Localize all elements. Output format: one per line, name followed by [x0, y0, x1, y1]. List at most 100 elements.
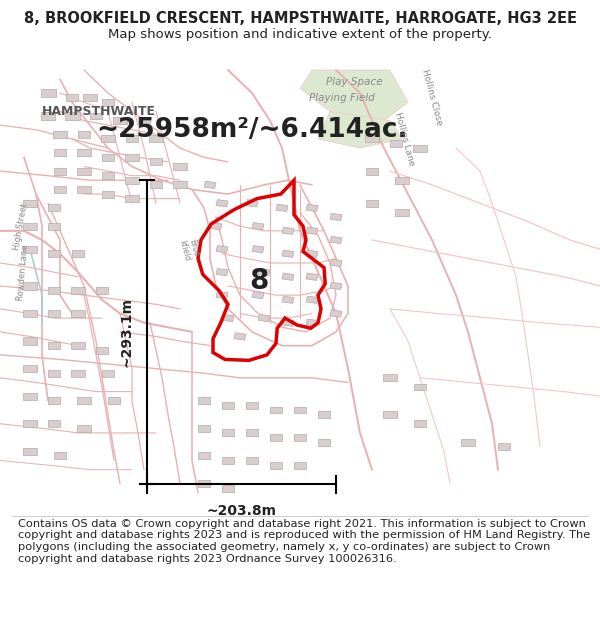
Bar — [330, 282, 342, 289]
Bar — [66, 94, 78, 101]
Bar — [306, 204, 318, 211]
Bar — [48, 310, 60, 317]
Bar — [252, 222, 264, 230]
Bar — [461, 439, 475, 446]
Bar — [252, 246, 264, 253]
Text: Rowden Lane: Rowden Lane — [16, 244, 30, 301]
Bar — [102, 99, 114, 106]
Bar — [282, 296, 294, 303]
Bar — [77, 398, 91, 404]
Bar — [234, 332, 246, 340]
Bar — [395, 177, 409, 184]
Bar — [222, 402, 234, 409]
Bar — [71, 370, 85, 377]
Bar — [23, 392, 37, 400]
Text: 8, BROOKFIELD CRESCENT, HAMPSTHWAITE, HARROGATE, HG3 2EE: 8, BROOKFIELD CRESCENT, HAMPSTHWAITE, HA… — [23, 11, 577, 26]
Bar — [222, 429, 234, 436]
Bar — [54, 168, 66, 174]
Polygon shape — [318, 111, 402, 148]
Bar — [23, 282, 37, 289]
Bar — [395, 209, 409, 216]
Bar — [294, 462, 306, 469]
Bar — [216, 269, 228, 276]
Bar — [126, 136, 138, 142]
Bar — [41, 89, 56, 97]
Bar — [390, 140, 402, 147]
Bar — [258, 269, 270, 276]
Bar — [48, 398, 60, 404]
Bar — [48, 222, 60, 229]
Bar — [77, 186, 91, 193]
Bar — [252, 291, 264, 299]
Bar — [77, 149, 91, 156]
Bar — [294, 406, 306, 413]
Bar — [54, 149, 66, 156]
Text: ~25958m²/~6.414ac.: ~25958m²/~6.414ac. — [96, 117, 408, 142]
Bar — [270, 462, 282, 469]
Bar — [276, 204, 288, 211]
Bar — [23, 420, 37, 428]
Bar — [306, 273, 318, 281]
Bar — [77, 168, 91, 174]
Bar — [294, 434, 306, 441]
Bar — [318, 439, 330, 446]
Text: 8: 8 — [250, 268, 269, 296]
Bar — [306, 227, 318, 234]
Text: ~203.8m: ~203.8m — [206, 504, 277, 518]
Bar — [41, 112, 55, 119]
Bar — [198, 452, 210, 459]
Bar — [101, 136, 115, 142]
Bar — [102, 191, 114, 198]
Polygon shape — [300, 70, 408, 121]
Bar — [138, 117, 150, 124]
Bar — [23, 365, 37, 372]
Text: Hollins Close: Hollins Close — [420, 68, 444, 127]
Bar — [96, 347, 108, 354]
Bar — [71, 342, 85, 349]
Bar — [102, 154, 114, 161]
Bar — [270, 406, 282, 413]
Bar — [270, 434, 282, 441]
Bar — [282, 273, 294, 281]
Bar — [222, 457, 234, 464]
Bar — [125, 177, 139, 184]
Bar — [222, 484, 234, 491]
Bar — [48, 251, 60, 258]
Bar — [113, 117, 127, 124]
Bar — [383, 374, 397, 381]
Bar — [173, 163, 187, 170]
Bar — [246, 429, 258, 436]
Bar — [48, 370, 60, 377]
Bar — [48, 420, 60, 428]
Bar — [198, 398, 210, 404]
Bar — [498, 443, 510, 450]
Bar — [102, 173, 114, 179]
Bar — [222, 314, 234, 322]
Bar — [306, 250, 318, 258]
Bar — [125, 154, 139, 161]
Bar — [413, 144, 427, 152]
Text: Map shows position and indicative extent of the property.: Map shows position and indicative extent… — [108, 28, 492, 41]
Bar — [216, 199, 228, 207]
Bar — [72, 251, 84, 258]
Bar — [414, 384, 426, 391]
Bar — [282, 227, 294, 234]
Bar — [246, 402, 258, 409]
Bar — [216, 291, 228, 299]
Bar — [365, 136, 379, 142]
Bar — [306, 319, 318, 326]
Bar — [150, 181, 162, 188]
Text: HAMPSTHWAITE: HAMPSTHWAITE — [42, 105, 156, 118]
Bar — [258, 314, 270, 322]
Bar — [173, 181, 187, 188]
Bar — [330, 310, 342, 317]
Bar — [204, 181, 216, 189]
Bar — [150, 159, 162, 166]
Bar — [383, 411, 397, 418]
Bar — [102, 370, 114, 377]
Bar — [108, 398, 120, 404]
Bar — [330, 259, 342, 267]
Bar — [23, 199, 37, 207]
Text: Contains OS data © Crown copyright and database right 2021. This information is : Contains OS data © Crown copyright and d… — [18, 519, 590, 564]
Bar — [48, 204, 60, 211]
